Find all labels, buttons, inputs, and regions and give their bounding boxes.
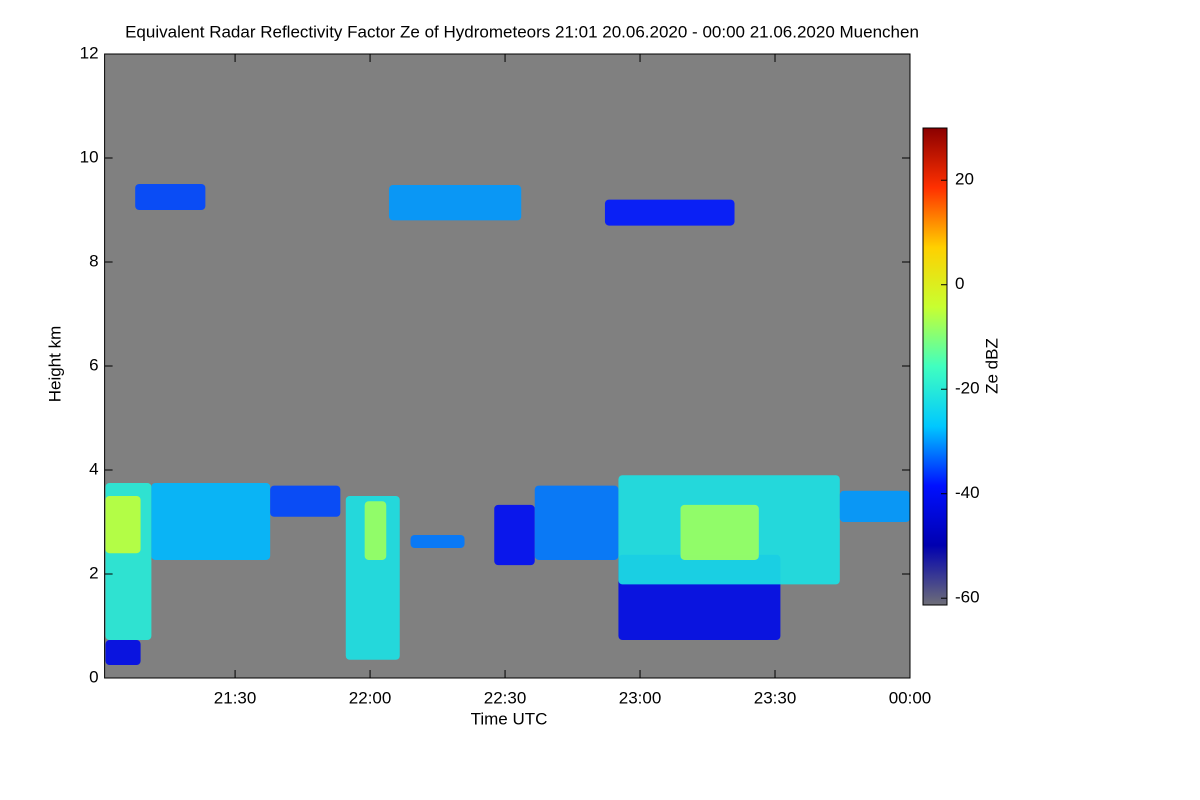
colorbar [922,127,948,606]
colorbar-tick-label: -40 [955,483,980,502]
echo-cell [135,184,206,210]
y-tick-label: 8 [89,251,98,270]
echo-cell [151,483,271,560]
echo-cell [494,504,535,566]
y-tick-label: 2 [89,563,98,582]
y-tick-label: 10 [80,147,99,166]
x-tick-label: 21:30 [214,688,257,707]
echo-cell [604,199,735,226]
x-tick-label: 00:00 [889,688,932,707]
colorbar-tick-label: -20 [955,379,980,398]
y-tick-label: 6 [89,355,98,374]
y-tick-label: 0 [89,667,98,686]
colorbar-tick-label: 0 [955,274,964,293]
colorbar-label: Ze dBZ [982,338,1001,394]
echo-cell [839,490,910,522]
echo-cell [105,496,141,554]
chart-title: Equivalent Radar Reflectivity Factor Ze … [125,22,919,41]
echo-cell [364,501,387,560]
y-tick-label: 4 [89,459,98,478]
echo-cell [410,535,465,548]
echo-cell [270,485,341,517]
echo-cell [680,504,759,560]
colorbar-tick-label: -60 [955,588,980,607]
x-tick-label: 22:00 [349,688,392,707]
x-tick-label: 23:00 [619,688,662,707]
echo-cell [388,185,522,221]
colorbar-tick-label: 20 [955,170,974,189]
echo-cell [105,640,141,665]
y-axis-label: Height km [45,326,64,403]
x-axis-label: Time UTC [471,709,548,728]
y-tick-label: 12 [80,43,99,62]
x-tick-label: 22:30 [484,688,527,707]
echo-cell [534,485,619,560]
x-tick-label: 23:30 [754,688,797,707]
